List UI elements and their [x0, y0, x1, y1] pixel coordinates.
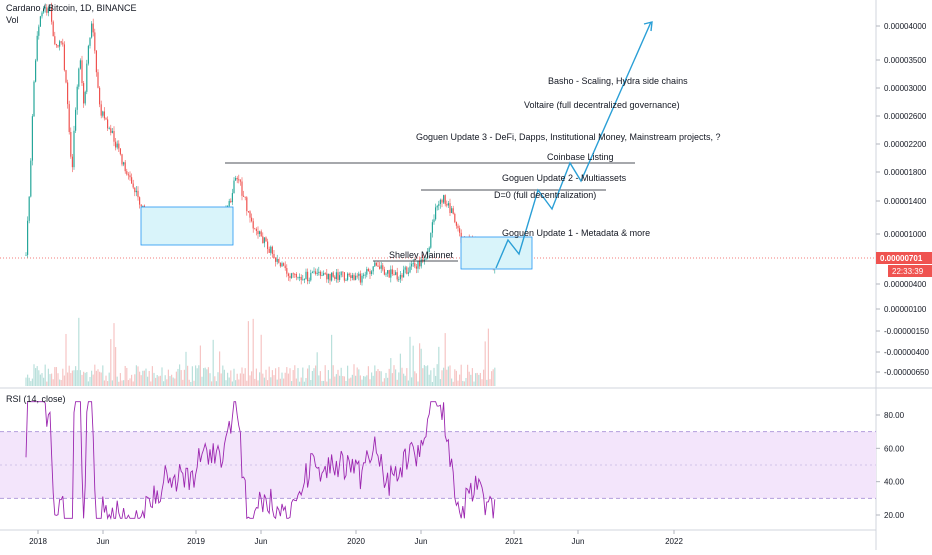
time-tick-label: Jun [415, 537, 428, 546]
time-tick-label: Jun [255, 537, 268, 546]
annotation-label: Goguen Update 3 - DeFi, Dapps, Instituti… [416, 132, 720, 142]
price-tick-label: 0.00001000 [884, 230, 927, 239]
annotation-label: Basho - Scaling, Hydra side chains [548, 76, 688, 86]
rsi-tick-label: 20.00 [884, 511, 905, 520]
price-axis[interactable]: 0.00004000 0.00003500 0.00003000 0.00002600… [876, 22, 929, 377]
annotation-label: Shelley Mainnet [389, 250, 454, 260]
price-tick-label: 0.00004000 [884, 22, 927, 31]
price-tick-label: 0.00000100 [884, 305, 927, 314]
price-tick-label: 0.00001400 [884, 197, 927, 206]
price-tick-label: 0.00002600 [884, 112, 927, 121]
time-tick-label: Jun [572, 537, 585, 546]
current-price-label: 0.00000701 [880, 254, 923, 263]
price-tick-label: 0.00001800 [884, 168, 927, 177]
price-tick-label: -0.00000650 [884, 368, 929, 377]
rsi-tick-label: 80.00 [884, 411, 905, 420]
price-tick-label: 0.00000400 [884, 280, 927, 289]
rsi-line [25, 401, 496, 521]
annotation-label: Goguen Update 1 - Metadata & more [502, 228, 650, 238]
time-tick-label: 2021 [505, 537, 523, 546]
annotation-label: D=0 (full decentralization) [494, 190, 596, 200]
price-tick-label: 0.00002200 [884, 140, 927, 149]
annotations: Basho - Scaling, Hydra side chains Voltai… [389, 76, 720, 260]
volume-label[interactable]: Vol [6, 15, 19, 25]
symbol-title[interactable]: Cardano / Bitcoin, 1D, BINANCE [6, 3, 137, 13]
drawings [0, 21, 876, 270]
annotation-label: Coinbase Listing [547, 152, 614, 162]
time-tick-label: 2020 [347, 537, 365, 546]
time-tick-label: Jun [97, 537, 110, 546]
time-tick-label: 2018 [29, 537, 47, 546]
countdown-label: 22:33:39 [892, 267, 924, 276]
annotation-label: Goguen Update 2 - Multiassets [502, 173, 627, 183]
price-tick-label: -0.00000400 [884, 348, 929, 357]
rsi-band [0, 431, 876, 499]
current-price-tag: 0.00000701 22:33:39 [876, 252, 932, 277]
rsi-label[interactable]: RSI (14, close) [6, 394, 66, 404]
rsi-tick-label: 60.00 [884, 444, 905, 453]
price-tick-label: 0.00003500 [884, 56, 927, 65]
rsi-axis[interactable]: 80.00 60.00 40.00 20.00 [876, 411, 905, 520]
annotation-label: Voltaire (full decentralized governance) [524, 100, 680, 110]
candles [25, 2, 496, 286]
time-tick-label: 2022 [665, 537, 683, 546]
price-tick-label: -0.00000150 [884, 327, 929, 336]
price-tick-label: 0.00003000 [884, 84, 927, 93]
rsi-tick-label: 40.00 [884, 478, 905, 487]
time-axis[interactable]: 2018 Jun 2019 Jun 2020 Jun 2021 Jun 2022 [29, 530, 683, 546]
volume-bars [25, 317, 496, 386]
time-tick-label: 2019 [187, 537, 205, 546]
